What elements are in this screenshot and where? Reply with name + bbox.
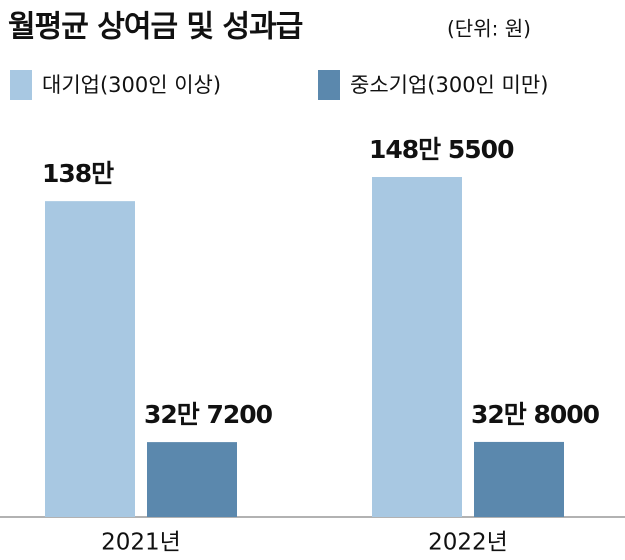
x-tick-label: 2022년 xyxy=(428,530,508,556)
value-label: 138만 xyxy=(42,159,114,188)
x-tick-label: 2021년 xyxy=(101,530,181,556)
legend-label: 중소기업(300인 미만) xyxy=(350,73,548,97)
bar xyxy=(474,441,564,517)
chart-title: 월평균 상여금 및 성과급 xyxy=(8,10,303,45)
legend-swatch xyxy=(10,70,32,100)
value-label: 148만 5500 xyxy=(369,135,514,164)
bar xyxy=(147,442,237,517)
legend-label: 대기업(300인 이상) xyxy=(42,73,221,97)
bar xyxy=(372,177,462,517)
bar xyxy=(45,201,135,517)
value-label: 32만 7200 xyxy=(144,400,273,429)
unit-note: (단위: 원) xyxy=(447,17,531,41)
legend-swatch xyxy=(318,70,340,100)
value-label: 32만 8000 xyxy=(471,400,600,429)
